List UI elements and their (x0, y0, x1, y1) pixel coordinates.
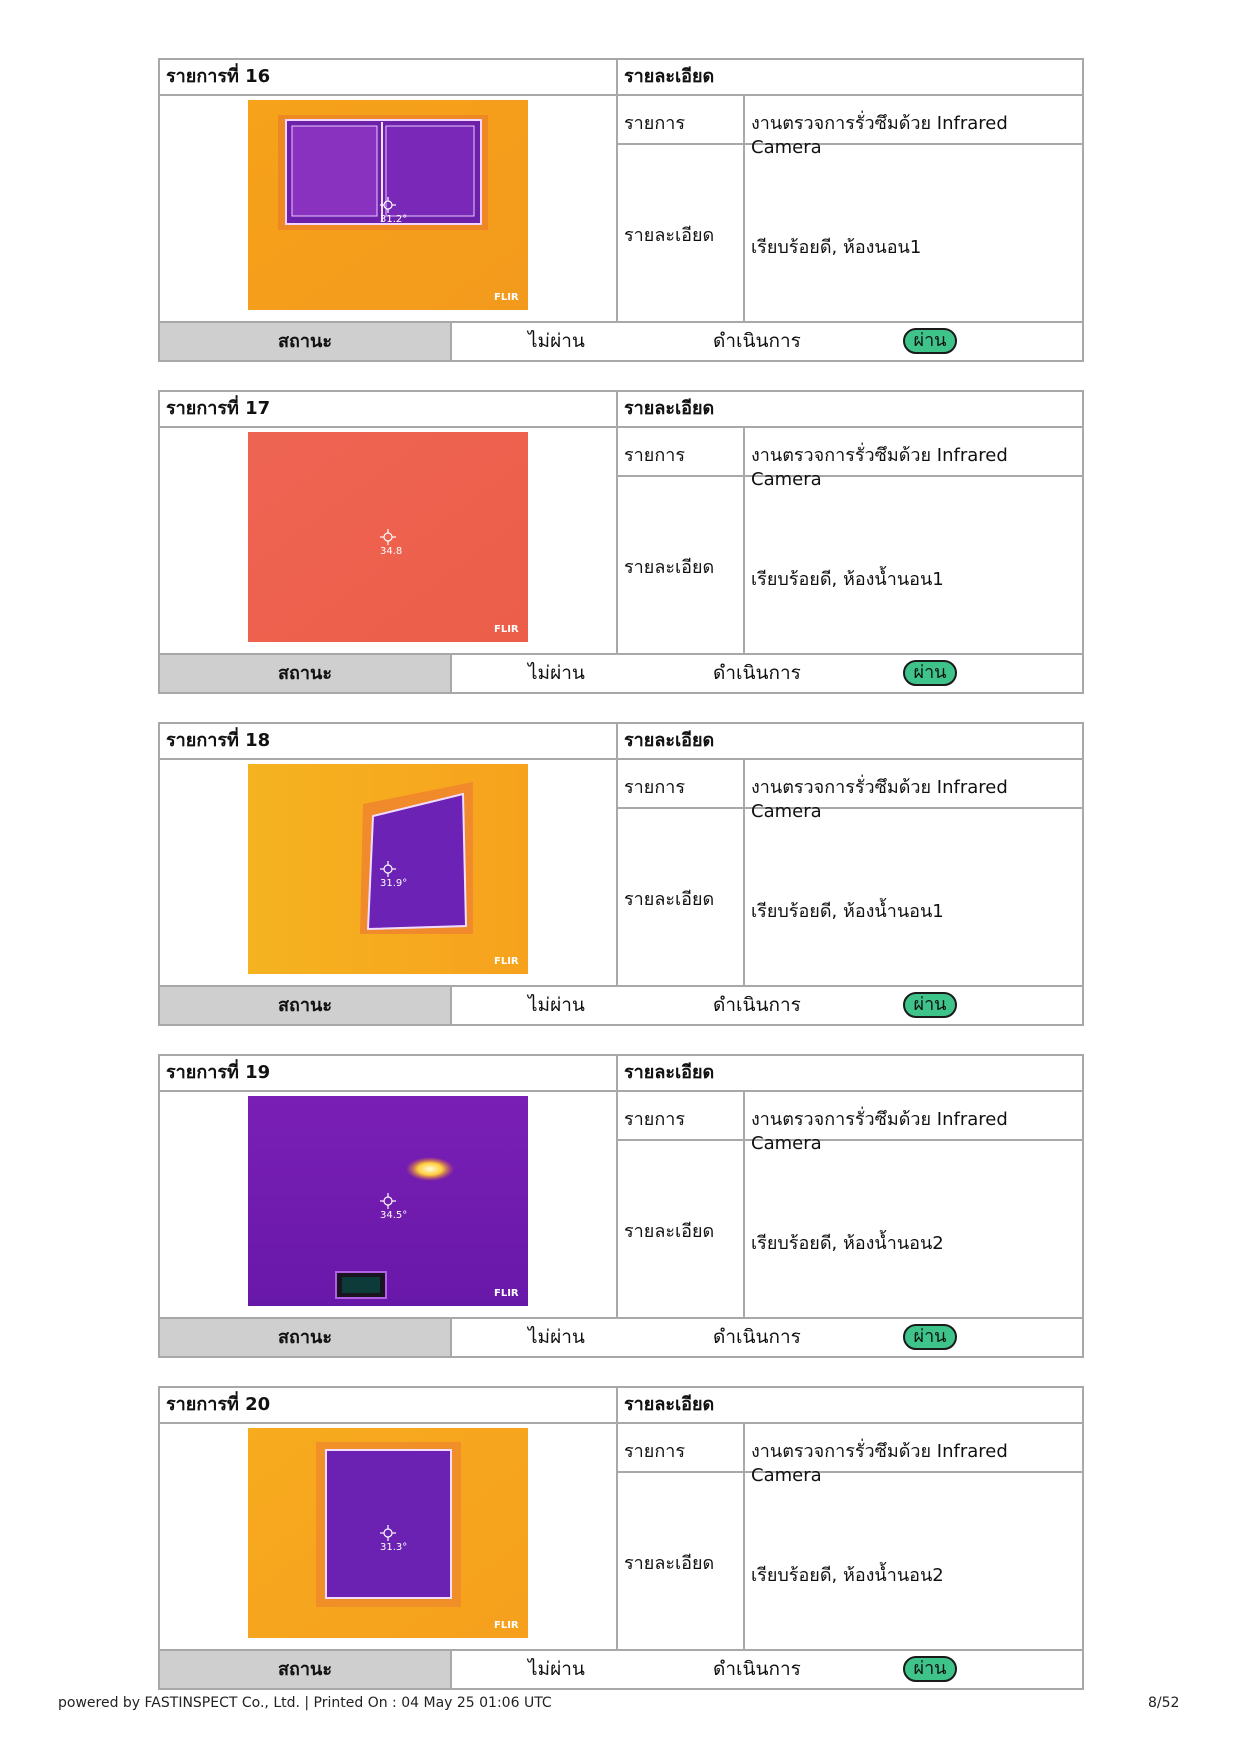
thermal-photo: 31.3° FLIR (248, 1428, 528, 1638)
detail-label: รายละเอียด (624, 1221, 715, 1242)
detail-label: รายละเอียด (624, 225, 715, 246)
status-option-fail: ไม่ผ่าน (528, 1326, 585, 1348)
flir-logo: FLIR (494, 1620, 519, 1631)
item-header: รายการที่ 16 (166, 66, 271, 87)
detail-label: รายละเอียด (624, 1553, 715, 1574)
status-badge-pass: ผ่าน (903, 1324, 957, 1350)
status-option-in-progress: ดำเนินการ (713, 1658, 801, 1680)
item-value: งานตรวจการรั่วซึมด้วย Infrared Camera (751, 113, 1008, 158)
details-header: รายละเอียด (624, 730, 715, 751)
detail-value: เรียบร้อยดี, ห้องน้ำนอน1 (751, 569, 944, 590)
detail-value: เรียบร้อยดี, ห้องน้ำนอน2 (751, 1565, 944, 1586)
thermal-photo: 31.2° FLIR (248, 100, 528, 310)
item-value: งานตรวจการรั่วซึมด้วย Infrared Camera (751, 445, 1008, 490)
temperature-readout: 31.2° (380, 214, 407, 225)
flir-logo: FLIR (494, 624, 519, 635)
status-badge-pass: ผ่าน (903, 992, 957, 1018)
details-header: รายละเอียด (624, 1062, 715, 1083)
temperature-readout: 34.8 (380, 546, 402, 557)
thermal-image: 31.3° FLIR (248, 1428, 528, 1638)
temperature-readout: 34.5° (380, 1210, 407, 1221)
status-option-in-progress: ดำเนินการ (713, 662, 801, 684)
inspection-item-card: รายการที่ 19 รายละเอียด 34.5° FLIR รายกา… (158, 1054, 1084, 1358)
detail-value: เรียบร้อยดี, ห้องนอน1 (751, 237, 922, 258)
crosshair-icon (380, 529, 396, 545)
item-label: รายการ (624, 1109, 685, 1130)
thermal-image: 31.2° FLIR (248, 100, 528, 310)
thermal-photo: 31.9° FLIR (248, 764, 528, 974)
crosshair-icon (380, 861, 396, 877)
status-label: สถานะ (160, 987, 450, 1024)
inspection-item-card: รายการที่ 20 รายละเอียด 31.3° FLIR รายกา… (158, 1386, 1084, 1690)
item-value: งานตรวจการรั่วซึมด้วย Infrared Camera (751, 777, 1008, 822)
detail-label: รายละเอียด (624, 889, 715, 910)
crosshair-icon (380, 1193, 396, 1209)
status-option-fail: ไม่ผ่าน (528, 1658, 585, 1680)
detail-value: เรียบร้อยดี, ห้องน้ำนอน1 (751, 901, 944, 922)
item-header: รายการที่ 20 (166, 1394, 271, 1415)
status-label: สถานะ (160, 323, 450, 360)
item-header: รายการที่ 19 (166, 1062, 271, 1083)
crosshair-icon (380, 197, 396, 213)
thermal-image: 34.5° FLIR (248, 1096, 528, 1306)
status-option-fail: ไม่ผ่าน (528, 330, 585, 352)
status-option-in-progress: ดำเนินการ (713, 330, 801, 352)
item-value: งานตรวจการรั่วซึมด้วย Infrared Camera (751, 1109, 1008, 1154)
item-label: รายการ (624, 1441, 685, 1462)
details-header: รายละเอียด (624, 398, 715, 419)
status-option-in-progress: ดำเนินการ (713, 1326, 801, 1348)
temperature-readout: 31.3° (380, 1542, 407, 1553)
thermal-image: 34.8 FLIR (248, 432, 528, 642)
status-badge-pass: ผ่าน (903, 1656, 957, 1682)
inspection-item-card: รายการที่ 18 รายละเอียด 31.9° FLIR รายกา… (158, 722, 1084, 1026)
temperature-readout: 31.9° (380, 878, 407, 889)
status-option-fail: ไม่ผ่าน (528, 994, 585, 1016)
footer-printed-info: powered by FASTINSPECT Co., Ltd. | Print… (58, 1695, 552, 1711)
thermal-photo: 34.8 FLIR (248, 432, 528, 642)
item-value: งานตรวจการรั่วซึมด้วย Infrared Camera (751, 1441, 1008, 1486)
item-header: รายการที่ 18 (166, 730, 271, 751)
status-label: สถานะ (160, 1651, 450, 1688)
item-label: รายการ (624, 777, 685, 798)
flir-logo: FLIR (494, 1288, 519, 1299)
thermal-image: 31.9° FLIR (248, 764, 528, 974)
item-label: รายการ (624, 113, 685, 134)
status-label: สถานะ (160, 655, 450, 692)
page-number: 8/52 (1148, 1695, 1180, 1711)
crosshair-icon (380, 1525, 396, 1541)
status-label: สถานะ (160, 1319, 450, 1356)
inspection-item-card: รายการที่ 17 รายละเอียด 34.8 FLIR รายการ… (158, 390, 1084, 694)
details-header: รายละเอียด (624, 66, 715, 87)
detail-value: เรียบร้อยดี, ห้องน้ำนอน2 (751, 1233, 944, 1254)
status-badge-pass: ผ่าน (903, 328, 957, 354)
details-header: รายละเอียด (624, 1394, 715, 1415)
flir-logo: FLIR (494, 956, 519, 967)
item-label: รายการ (624, 445, 685, 466)
status-option-fail: ไม่ผ่าน (528, 662, 585, 684)
detail-label: รายละเอียด (624, 557, 715, 578)
thermal-photo: 34.5° FLIR (248, 1096, 528, 1306)
flir-logo: FLIR (494, 292, 519, 303)
inspection-item-card: รายการที่ 16 รายละเอียด 31.2° FLIR รายกา… (158, 58, 1084, 362)
status-option-in-progress: ดำเนินการ (713, 994, 801, 1016)
status-badge-pass: ผ่าน (903, 660, 957, 686)
item-header: รายการที่ 17 (166, 398, 271, 419)
